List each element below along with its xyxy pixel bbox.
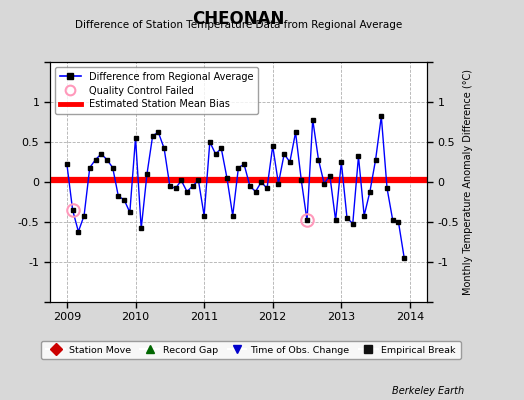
Y-axis label: Monthly Temperature Anomaly Difference (°C): Monthly Temperature Anomaly Difference (…	[463, 69, 473, 295]
Legend: Station Move, Record Gap, Time of Obs. Change, Empirical Break: Station Move, Record Gap, Time of Obs. C…	[41, 341, 461, 359]
Text: Berkeley Earth: Berkeley Earth	[391, 386, 464, 396]
Text: Difference of Station Temperature Data from Regional Average: Difference of Station Temperature Data f…	[75, 20, 402, 30]
Text: CHEONAN: CHEONAN	[192, 10, 285, 28]
Legend: Difference from Regional Average, Quality Control Failed, Estimated Station Mean: Difference from Regional Average, Qualit…	[54, 67, 258, 114]
